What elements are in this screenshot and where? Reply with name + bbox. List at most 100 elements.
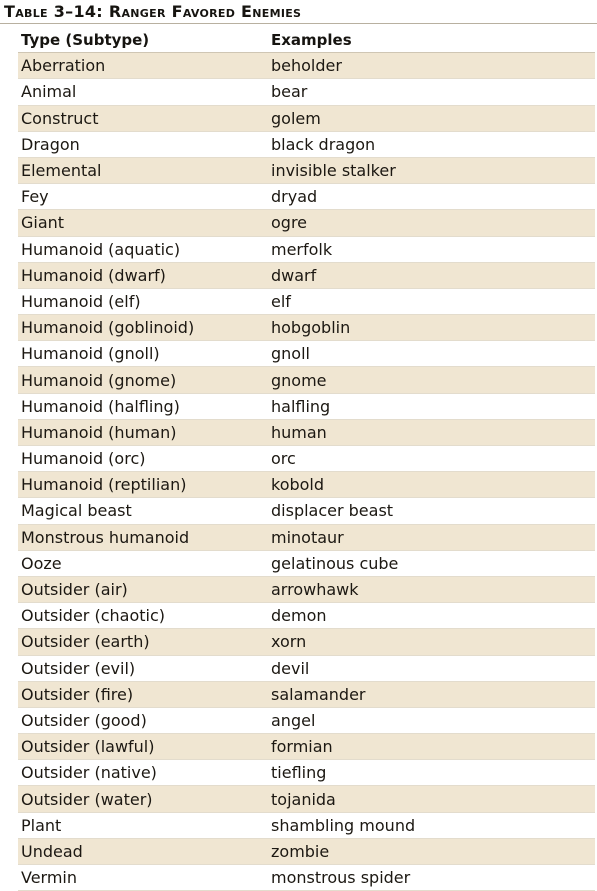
type-cell: Humanoid (goblinoid) — [18, 314, 268, 342]
example-cell: tiefling — [268, 759, 595, 787]
table-row: Elemental invisible stalker — [18, 157, 595, 185]
example-cell: golem — [268, 105, 595, 132]
table-row: Fey dryad — [18, 183, 595, 211]
type-cell: Aberration — [18, 52, 268, 80]
type-cell: Humanoid (gnome) — [18, 366, 268, 394]
example-cell: formian — [268, 733, 595, 761]
table-row: Outsider (water) tojanida — [18, 785, 595, 813]
type-cell: Vermin — [18, 864, 268, 891]
table-row: Humanoid (aquatic) merfolk — [18, 236, 595, 263]
example-cell: elf — [268, 288, 595, 316]
table-row: Humanoid (orc) orc — [18, 445, 595, 473]
example-cell: dwarf — [268, 262, 595, 289]
table-row: Humanoid (human) human — [18, 419, 595, 447]
example-cell: hobgoblin — [268, 314, 595, 342]
table-row: Giant ogre — [18, 209, 595, 237]
type-cell: Humanoid (dwarf) — [18, 262, 268, 289]
type-cell: Magical beast — [18, 497, 268, 525]
table-body: Aberration beholder Animal bear Construct gol… — [18, 52, 595, 891]
example-cell: shambling mound — [268, 812, 595, 839]
example-cell: gelatinous cube — [268, 550, 595, 577]
header-row: Type (Subtype) Examples — [18, 27, 595, 54]
type-cell: Humanoid (elf) — [18, 288, 268, 316]
example-cell: demon — [268, 602, 595, 630]
table-row: Vermin monstrous spider — [18, 864, 595, 891]
table-row: Magical beast displacer beast — [18, 497, 595, 525]
example-cell: black dragon — [268, 131, 595, 158]
type-cell: Ooze — [18, 550, 268, 577]
example-cell: gnoll — [268, 340, 595, 368]
example-cell: kobold — [268, 471, 595, 499]
table-row: Outsider (good) angel — [18, 707, 595, 735]
favored-enemies-table: Type (Subtype) Examples Aberration behold… — [18, 27, 595, 891]
type-cell: Plant — [18, 812, 268, 839]
type-cell: Animal — [18, 78, 268, 106]
table-row: Ooze gelatinous cube — [18, 550, 595, 577]
type-cell: Outsider (chaotic) — [18, 602, 268, 630]
example-cell: orc — [268, 445, 595, 473]
table-row: Aberration beholder — [18, 52, 595, 80]
example-cell: invisible stalker — [268, 157, 595, 185]
example-cell: tojanida — [268, 785, 595, 813]
table-row: Outsider (fire) salamander — [18, 681, 595, 708]
type-cell: Elemental — [18, 157, 268, 185]
type-cell: Humanoid (halfling) — [18, 393, 268, 420]
example-cell: halfling — [268, 393, 595, 420]
example-cell: salamander — [268, 681, 595, 708]
column-header-type: Type (Subtype) — [18, 27, 268, 54]
type-cell: Outsider (air) — [18, 576, 268, 604]
type-cell: Outsider (water) — [18, 785, 268, 813]
example-cell: monstrous spider — [268, 864, 595, 891]
example-cell: beholder — [268, 52, 595, 80]
type-cell: Monstrous humanoid — [18, 524, 268, 551]
example-cell: zombie — [268, 838, 595, 866]
table-title: Table 3–14: Ranger Favored Enemies — [4, 2, 302, 21]
type-cell: Humanoid (aquatic) — [18, 236, 268, 263]
example-cell: merfolk — [268, 236, 595, 263]
type-cell: Humanoid (gnoll) — [18, 340, 268, 368]
table-row: Construct golem — [18, 105, 595, 132]
table-row: Outsider (earth) xorn — [18, 628, 595, 656]
type-cell: Giant — [18, 209, 268, 237]
example-cell: bear — [268, 78, 595, 106]
table-row: Humanoid (elf) elf — [18, 288, 595, 316]
example-cell: angel — [268, 707, 595, 735]
type-cell: Outsider (evil) — [18, 655, 268, 682]
table-row: Humanoid (goblinoid) hobgoblin — [18, 314, 595, 342]
table-row: Humanoid (gnoll) gnoll — [18, 340, 595, 368]
type-cell: Outsider (fire) — [18, 681, 268, 708]
example-cell: arrowhawk — [268, 576, 595, 604]
table-row: Monstrous humanoid minotaur — [18, 524, 595, 551]
table-row: Humanoid (gnome) gnome — [18, 366, 595, 394]
example-cell: gnome — [268, 366, 595, 394]
type-cell: Outsider (lawful) — [18, 733, 268, 761]
table-row: Outsider (lawful) formian — [18, 733, 595, 761]
table-row: Outsider (native) tiefling — [18, 759, 595, 787]
type-cell: Dragon — [18, 131, 268, 158]
table-row: Animal bear — [18, 78, 595, 106]
example-cell: minotaur — [268, 524, 595, 551]
example-cell: displacer beast — [268, 497, 595, 525]
type-cell: Humanoid (human) — [18, 419, 268, 447]
example-cell: xorn — [268, 628, 595, 656]
table-row: Outsider (air) arrowhawk — [18, 576, 595, 604]
example-cell: dryad — [268, 183, 595, 211]
type-cell: Outsider (native) — [18, 759, 268, 787]
column-header-examples: Examples — [268, 27, 595, 54]
table-row: Undead zombie — [18, 838, 595, 866]
type-cell: Undead — [18, 838, 268, 866]
type-cell: Construct — [18, 105, 268, 132]
example-cell: human — [268, 419, 595, 447]
type-cell: Outsider (earth) — [18, 628, 268, 656]
example-cell: ogre — [268, 209, 595, 237]
table-row: Humanoid (dwarf) dwarf — [18, 262, 595, 289]
table-row: Humanoid (halfling) halfling — [18, 393, 595, 420]
type-cell: Humanoid (reptilian) — [18, 471, 268, 499]
type-cell: Outsider (good) — [18, 707, 268, 735]
table-row: Humanoid (reptilian) kobold — [18, 471, 595, 499]
table-row: Dragon black dragon — [18, 131, 595, 158]
table-row: Outsider (chaotic) demon — [18, 602, 595, 630]
example-cell: devil — [268, 655, 595, 682]
title-divider — [0, 23, 597, 24]
type-cell: Fey — [18, 183, 268, 211]
